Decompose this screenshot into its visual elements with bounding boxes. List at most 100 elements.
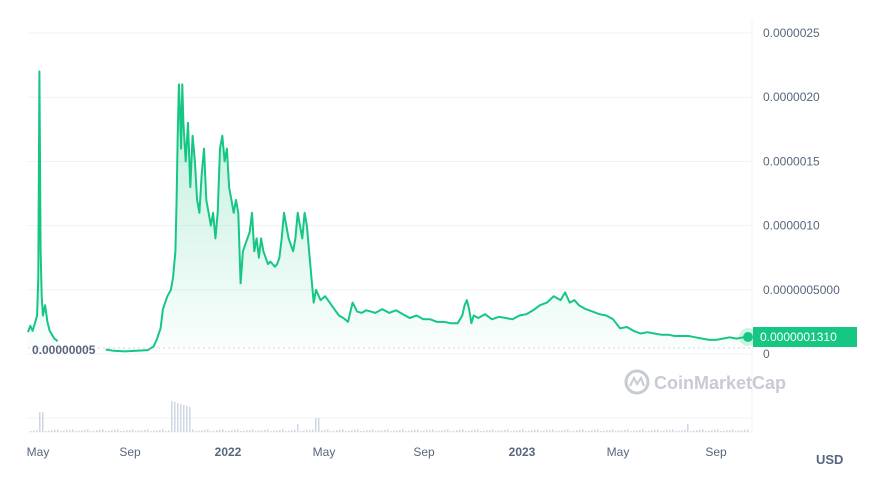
volume-bar (582, 429, 584, 432)
watermark: CoinMarketCap (624, 369, 786, 395)
volume-bar (348, 430, 350, 432)
x-tick-label: Sep (119, 445, 141, 459)
volume-bar (591, 430, 593, 432)
volume-bar (441, 430, 443, 432)
volume-bar (168, 430, 170, 432)
volume-bar (435, 431, 437, 432)
volume-bar (246, 430, 248, 432)
volume-bar (279, 429, 281, 432)
volume-bar (552, 429, 554, 432)
volume-bar (108, 430, 110, 432)
volume-bar (492, 429, 494, 432)
volume-bar (303, 430, 305, 432)
volume-bar (399, 429, 401, 432)
volume-bar (543, 430, 545, 432)
volume-bar (477, 429, 479, 432)
volume-bar (531, 430, 533, 432)
min-price-label: 0.00000005 (32, 343, 96, 357)
volume-bar (66, 430, 68, 432)
volume-bar (717, 429, 719, 432)
volume-bar (468, 430, 470, 432)
volume-bar (180, 404, 182, 432)
volume-bar (204, 429, 206, 432)
volume-bar (405, 431, 407, 432)
volume-bar (600, 431, 602, 432)
volume-bar (504, 429, 506, 432)
volume-bar (90, 431, 92, 432)
volume-bar (78, 430, 80, 432)
volume-bar (207, 429, 209, 432)
volume-bar (177, 403, 179, 432)
volume-bar (210, 431, 212, 432)
volume-bar (126, 430, 128, 432)
volume-bar (147, 429, 149, 432)
volume-bar (525, 431, 527, 432)
volume-bar (666, 430, 668, 432)
volume-bar (741, 430, 743, 432)
volume-bar (216, 430, 218, 432)
volume-bar (369, 429, 371, 432)
volume-bar (447, 429, 449, 432)
x-tick-label: Sep (705, 445, 727, 459)
volume-bar (585, 431, 587, 432)
volume-bar (360, 431, 362, 432)
x-tick-label: 2022 (215, 445, 242, 459)
volume-bar (516, 430, 518, 432)
volume-bar (120, 431, 122, 432)
volume-bar (165, 431, 167, 432)
volume-bar (306, 430, 308, 432)
volume-bar (450, 431, 452, 432)
volume-bar (42, 412, 44, 432)
volume-bar (567, 429, 569, 432)
volume-bar (408, 430, 410, 432)
volume-bar (48, 430, 50, 432)
volume-bar (231, 430, 233, 432)
volume-bar (603, 430, 605, 432)
volume-bar (471, 430, 473, 432)
volume-bar (723, 430, 725, 432)
volume-bar (153, 430, 155, 432)
volume-bar (96, 430, 98, 432)
volume-bar (162, 429, 164, 432)
volume-bar (519, 429, 521, 432)
volume-bar (201, 430, 203, 432)
volume-bar (537, 429, 539, 432)
volume-bar (87, 429, 89, 432)
volume-bar (423, 430, 425, 432)
volume-bar (489, 429, 491, 432)
volume-bar (36, 430, 38, 432)
volume-bar (498, 430, 500, 432)
volume-bar (297, 424, 299, 432)
volume-bar (729, 429, 731, 432)
volume-bar (111, 430, 113, 432)
price-line (27, 70, 749, 353)
y-axis: 0.0000025 0.0000020 0.0000015 0.0000010 0.00… (763, 26, 840, 361)
volume-bar (135, 431, 137, 432)
volume-bar (342, 429, 344, 432)
volume-bar (129, 429, 131, 432)
volume-bar (657, 429, 659, 432)
volume-bar (33, 430, 35, 432)
volume-bar (357, 429, 359, 432)
volume-bar (564, 429, 566, 432)
volume-bar (252, 429, 254, 432)
volume-bar (72, 429, 74, 432)
volume-bar (174, 402, 176, 432)
volume-bar (384, 429, 386, 432)
volume-bar (387, 429, 389, 432)
volume-bar (414, 429, 416, 432)
volume-bar (486, 430, 488, 432)
volume-bar (117, 429, 119, 432)
volume-bar (255, 431, 257, 432)
volume-bar (186, 406, 188, 432)
volume-bar (681, 430, 683, 432)
y-tick-label: 0.0000010 (763, 219, 820, 233)
volume-bar (291, 430, 293, 432)
volume-bar (687, 424, 689, 432)
volume-bar (105, 431, 107, 432)
volume-bar (45, 431, 47, 432)
volume-bar (651, 430, 653, 432)
volume-bar (744, 429, 746, 432)
volume-bar (213, 430, 215, 432)
